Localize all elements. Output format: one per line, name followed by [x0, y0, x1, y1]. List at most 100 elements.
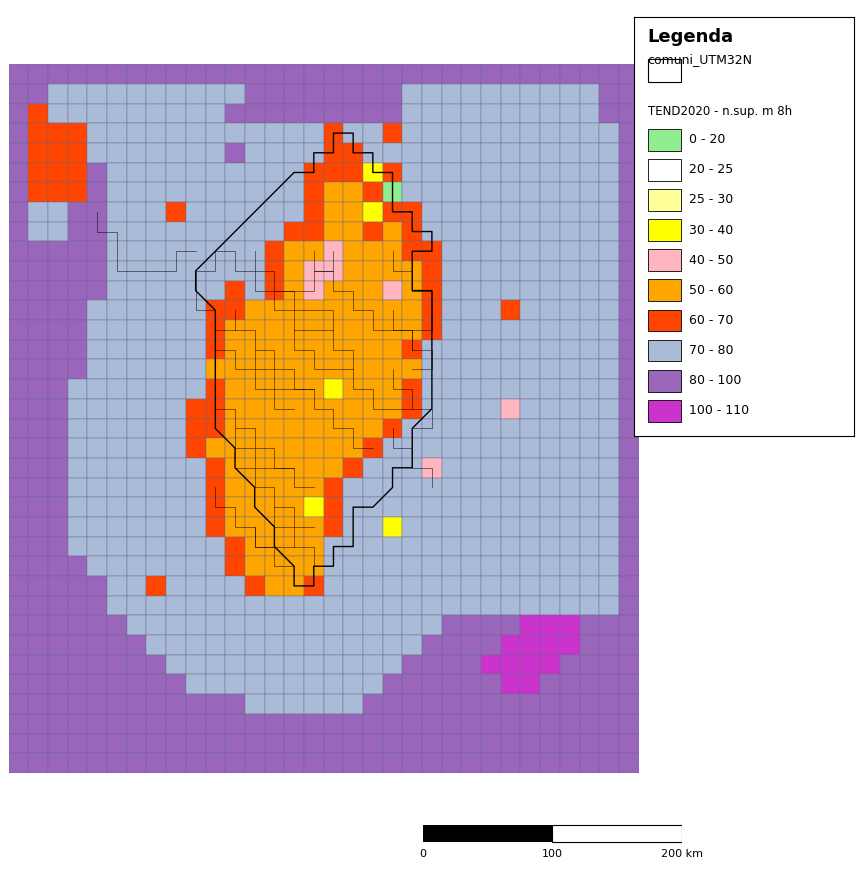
Bar: [87, 556, 107, 576]
Bar: [382, 576, 402, 596]
Bar: [225, 399, 245, 419]
Bar: [363, 281, 382, 301]
Bar: [501, 320, 520, 340]
Bar: [48, 182, 67, 202]
Bar: [422, 261, 442, 281]
Bar: [501, 576, 520, 596]
Bar: [265, 458, 284, 478]
Bar: [166, 143, 186, 162]
Bar: [580, 655, 599, 675]
Bar: [205, 123, 225, 143]
Bar: [205, 714, 225, 733]
Bar: [363, 635, 382, 655]
Bar: [540, 221, 560, 242]
Bar: [324, 714, 343, 733]
Bar: [205, 733, 225, 753]
Bar: [599, 458, 619, 478]
Text: 0: 0: [419, 848, 426, 859]
Bar: [245, 419, 265, 439]
Bar: [87, 478, 107, 497]
Bar: [363, 517, 382, 536]
Bar: [422, 340, 442, 359]
Bar: [107, 556, 127, 576]
Bar: [580, 517, 599, 536]
Bar: [482, 143, 501, 162]
Bar: [382, 733, 402, 753]
Bar: [107, 379, 127, 399]
Bar: [265, 655, 284, 675]
Bar: [560, 536, 580, 556]
Bar: [619, 281, 639, 301]
Bar: [402, 182, 422, 202]
Bar: [265, 497, 284, 517]
Bar: [245, 123, 265, 143]
Bar: [501, 714, 520, 733]
Bar: [520, 596, 540, 616]
Bar: [422, 497, 442, 517]
Bar: [343, 359, 363, 379]
Bar: [343, 419, 363, 439]
Bar: [186, 556, 205, 576]
Bar: [382, 221, 402, 242]
Bar: [127, 359, 147, 379]
Bar: [363, 675, 382, 694]
Bar: [599, 714, 619, 733]
Bar: [166, 596, 186, 616]
Bar: [402, 635, 422, 655]
Bar: [647, 400, 681, 422]
Bar: [166, 714, 186, 733]
Bar: [67, 399, 87, 419]
Bar: [107, 65, 127, 84]
Bar: [619, 123, 639, 143]
Bar: [28, 733, 48, 753]
Bar: [284, 576, 304, 596]
Bar: [501, 497, 520, 517]
Bar: [402, 320, 422, 340]
Bar: [619, 359, 639, 379]
Bar: [560, 753, 580, 773]
Bar: [363, 84, 382, 104]
Bar: [324, 221, 343, 242]
Bar: [580, 84, 599, 104]
Bar: [107, 753, 127, 773]
Bar: [265, 202, 284, 221]
Bar: [284, 281, 304, 301]
Bar: [382, 143, 402, 162]
Bar: [186, 162, 205, 182]
Bar: [422, 301, 442, 320]
Bar: [225, 517, 245, 536]
Bar: [520, 281, 540, 301]
Bar: [540, 359, 560, 379]
Bar: [540, 576, 560, 596]
Bar: [127, 694, 147, 714]
Bar: [186, 320, 205, 340]
Bar: [304, 242, 324, 261]
Bar: [501, 104, 520, 123]
Bar: [619, 497, 639, 517]
Bar: [48, 714, 67, 733]
Bar: [599, 399, 619, 419]
Bar: [482, 536, 501, 556]
Bar: [28, 655, 48, 675]
Bar: [147, 517, 166, 536]
Bar: [442, 635, 462, 655]
Bar: [186, 261, 205, 281]
Bar: [402, 143, 422, 162]
Bar: [284, 478, 304, 497]
Bar: [67, 733, 87, 753]
Bar: [540, 399, 560, 419]
Bar: [363, 419, 382, 439]
Bar: [48, 458, 67, 478]
Bar: [402, 596, 422, 616]
Bar: [402, 616, 422, 635]
Bar: [501, 536, 520, 556]
Bar: [599, 576, 619, 596]
Bar: [501, 281, 520, 301]
Bar: [9, 261, 28, 281]
Bar: [422, 242, 442, 261]
Bar: [501, 202, 520, 221]
Bar: [520, 143, 540, 162]
Bar: [520, 65, 540, 84]
Bar: [245, 162, 265, 182]
Bar: [382, 497, 402, 517]
